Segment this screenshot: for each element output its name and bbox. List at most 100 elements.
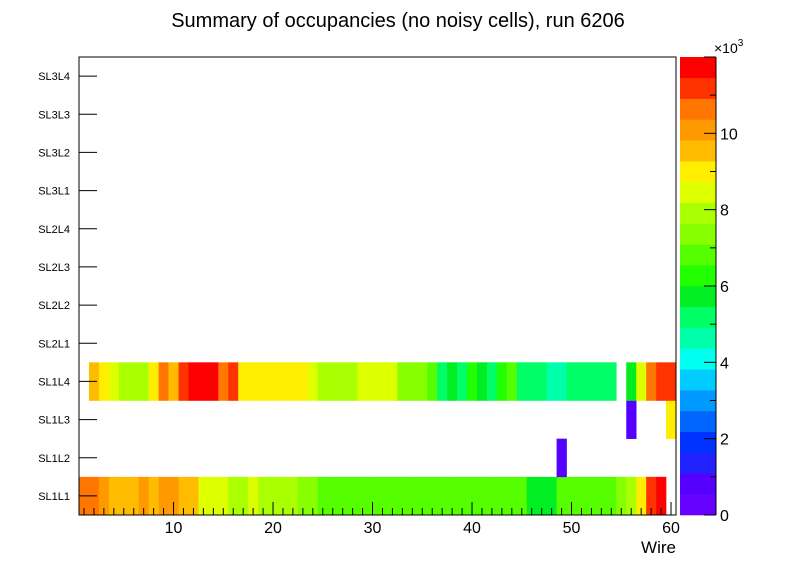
heatmap-cell — [616, 476, 627, 516]
heatmap-cell — [218, 476, 229, 516]
heatmap-cell — [198, 362, 209, 401]
palette-band — [680, 140, 716, 162]
heatmap-cell — [526, 476, 537, 516]
heatmap-cell — [168, 362, 179, 401]
y-tick-label: SL2L1 — [38, 338, 70, 350]
heatmap-cell — [586, 476, 597, 516]
heatmap-cell — [447, 362, 458, 401]
heatmap-cell — [556, 476, 567, 516]
heatmap-cell — [546, 362, 557, 401]
heatmap-cell — [576, 476, 587, 516]
heatmap-cell — [278, 362, 289, 401]
heatmap-cell — [626, 400, 637, 439]
heatmap-cell — [138, 476, 149, 516]
heatmap-cell — [148, 476, 159, 516]
heatmap-cell — [238, 476, 249, 516]
x-tick-label: 50 — [563, 520, 581, 537]
heatmap-cell — [576, 362, 587, 401]
heatmap-cell — [98, 362, 110, 401]
heatmap-cell — [198, 476, 209, 516]
heatmap-cell — [506, 476, 518, 516]
heatmap-cell — [297, 362, 309, 401]
z-tick-label: 10 — [720, 126, 738, 143]
heatmap-cell — [258, 362, 269, 401]
y-tick-label: SL2L2 — [38, 300, 70, 312]
heatmap-cell — [128, 362, 139, 401]
x-tick-label: 30 — [364, 520, 382, 537]
heatmap-cell — [357, 362, 368, 401]
heatmap-cell — [496, 476, 508, 516]
heatmap-cell — [397, 476, 408, 516]
heatmap-cell — [248, 476, 259, 516]
heatmap-cell — [626, 362, 637, 401]
chart-title: Summary of occupancies (no noisy cells),… — [171, 10, 625, 32]
y-axis: SL1L1 SL1L2 SL1L3 SL1L4 SL2L1 SL2L2 SL2L3 SL2L4… — [38, 71, 97, 503]
heatmap-cell — [307, 476, 319, 516]
heatmap-cell — [636, 362, 647, 401]
palette-band — [680, 161, 716, 183]
heatmap-cell — [108, 362, 120, 401]
heatmap-cell — [467, 476, 478, 516]
heatmap-cell — [546, 476, 557, 516]
palette-band — [680, 452, 716, 474]
heatmap-cell — [307, 362, 319, 401]
heatmap-cell — [178, 476, 189, 516]
heatmap-cell — [98, 476, 110, 516]
heatmap-cell — [397, 362, 408, 401]
z-tick-label: 4 — [720, 355, 729, 372]
heatmap-cell — [636, 476, 647, 516]
y-tick-label: SL1L2 — [38, 453, 70, 465]
heatmap-cell — [516, 362, 528, 401]
palette-band — [680, 202, 716, 224]
y-tick-label: SL3L1 — [38, 186, 70, 198]
palette-band — [680, 327, 716, 349]
heatmap-cell — [208, 476, 219, 516]
z-tick-label: 0 — [720, 508, 729, 525]
x-tick-label: 20 — [264, 520, 282, 537]
heatmap-cell — [606, 362, 617, 401]
heatmap-cells — [79, 362, 677, 516]
heatmap-cell — [427, 362, 438, 401]
z-exponent-power: 3 — [738, 38, 744, 49]
heatmap-cell — [238, 362, 249, 401]
color-palette — [680, 57, 716, 516]
x-axis-label: Wire — [641, 538, 676, 557]
palette-band — [680, 410, 716, 433]
palette-band — [680, 286, 716, 308]
palette-band — [680, 98, 716, 120]
heatmap-cell — [168, 476, 179, 516]
heatmap-cell — [347, 362, 358, 401]
heatmap-cell — [188, 362, 199, 401]
x-tick-label: 60 — [662, 520, 680, 537]
heatmap-cell — [367, 362, 378, 401]
palette-band — [680, 265, 716, 287]
heatmap-cell — [447, 476, 458, 516]
heatmap-cell — [457, 362, 468, 401]
heatmap-cell — [327, 362, 338, 401]
heatmap-cell — [536, 476, 547, 516]
palette-band — [680, 223, 716, 245]
palette-band — [680, 77, 716, 99]
palette-band — [680, 181, 716, 204]
palette-band — [680, 494, 716, 516]
heatmap-cell — [496, 362, 508, 401]
heatmap-cell — [596, 362, 607, 401]
heatmap-cell — [188, 476, 199, 516]
heatmap-cell — [586, 362, 597, 401]
heatmap-cell — [367, 476, 378, 516]
palette-band — [680, 348, 716, 370]
heatmap-cell — [626, 476, 637, 516]
heatmap-cell — [437, 476, 448, 516]
palette-band — [680, 369, 716, 391]
heatmap-cell — [178, 362, 189, 401]
heatmap-cell — [566, 362, 577, 401]
y-tick-label: SL2L4 — [38, 224, 70, 236]
heatmap-cell — [427, 476, 438, 516]
x-axis: 10 20 30 40 50 60 — [83, 502, 680, 537]
z-tick-label: 6 — [720, 279, 729, 296]
heatmap-cell — [506, 362, 518, 401]
heatmap-cell — [606, 476, 617, 516]
y-tick-label: SL2L3 — [38, 262, 70, 274]
palette-band — [680, 244, 716, 266]
z-axis: 0 2 4 6 8 10 — [704, 56, 738, 525]
